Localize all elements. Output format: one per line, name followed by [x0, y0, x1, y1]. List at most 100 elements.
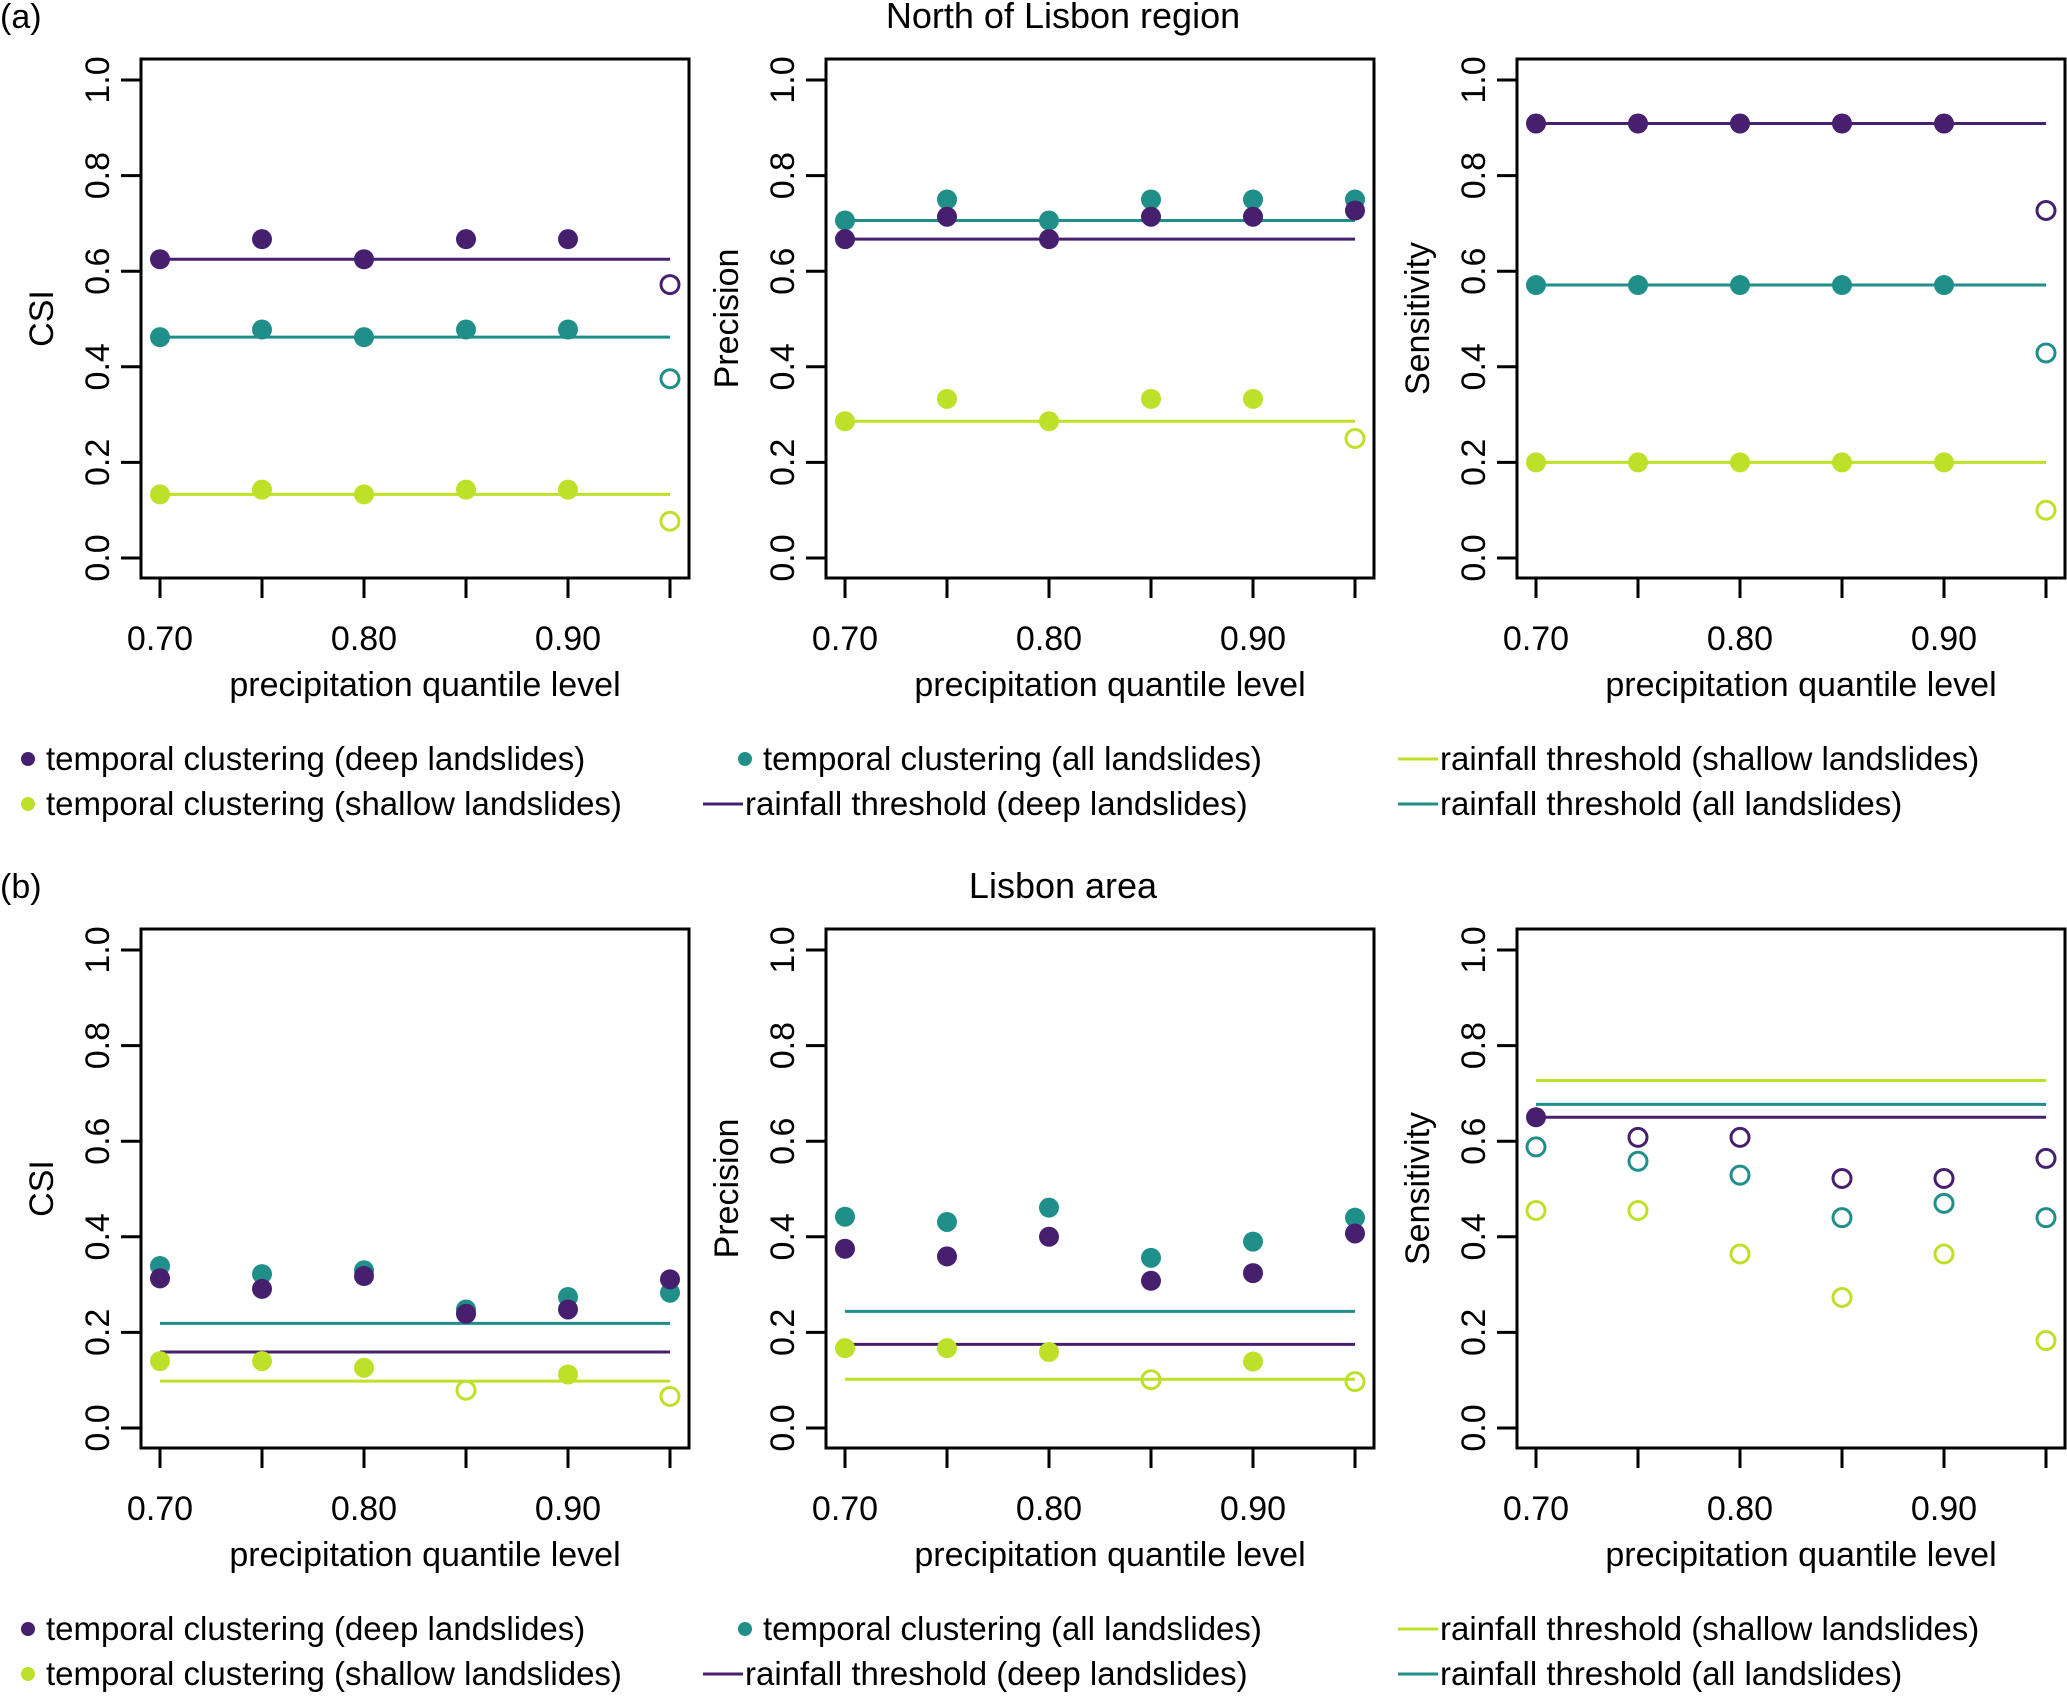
- x-tick-label: 0.80: [1707, 1490, 1773, 1528]
- point-deep-filled: [1039, 229, 1059, 250]
- point-shallow-filled: [835, 1338, 855, 1359]
- y-tick-label: 0.4: [79, 1213, 117, 1260]
- y-tick-label: 0.6: [764, 248, 802, 295]
- x-tick-label: 0.70: [812, 1490, 878, 1528]
- plot-frame: [824, 57, 1376, 580]
- point-deep-filled: [1934, 113, 1954, 134]
- point-shallow-filled: [1243, 388, 1263, 409]
- legend-point-all-icon: [738, 752, 752, 766]
- point-all-filled: [558, 319, 578, 340]
- legend-point-shallow-icon: [21, 1667, 35, 1681]
- point-shallow-filled: [354, 484, 374, 505]
- legend-label: temporal clustering (shallow landslides): [46, 1655, 622, 1692]
- plot-frame: [139, 927, 691, 1450]
- legend-item: temporal clustering (deep landslides): [21, 1610, 585, 1647]
- point-shallow-filled: [558, 479, 578, 500]
- point-deep-filled: [456, 1303, 476, 1324]
- x-tick-label: 0.90: [535, 620, 601, 658]
- point-shallow-open: [659, 510, 681, 532]
- point-shallow-filled: [1039, 411, 1059, 432]
- point-shallow-filled: [1526, 452, 1546, 473]
- y-axis-label: CSI: [23, 290, 61, 347]
- point-all-filled: [1141, 189, 1161, 210]
- y-tick-label: 0.6: [79, 1118, 117, 1165]
- point-shallow-open: [1140, 1369, 1162, 1391]
- point-shallow-filled: [150, 484, 170, 505]
- legend-label: rainfall threshold (deep landslides): [745, 1655, 1248, 1692]
- chart-a-csi: 0.0 0.2 0.4 0.6 0.8 1.0 CSI 0.70 0.80 0.90 precipi…: [23, 56, 691, 704]
- plot-frame: [139, 57, 691, 580]
- y-tick-label: 1.0: [764, 56, 802, 103]
- point-shallow-open: [1831, 1287, 1853, 1309]
- point-all-filled: [456, 319, 476, 340]
- y-tick-label: 0.2: [79, 439, 117, 486]
- point-all-filled: [252, 319, 272, 340]
- y-tick-label: 0.2: [79, 1309, 117, 1356]
- row-title-b: Lisbon area: [969, 865, 1158, 906]
- legend-item: temporal clustering (all landslides): [738, 740, 1262, 777]
- point-deep-filled: [354, 1265, 374, 1286]
- y-tick-label: 1.0: [764, 926, 802, 973]
- legend-item: rainfall threshold (all landslides): [1398, 1655, 1902, 1692]
- legend-label: rainfall threshold (shallow landslides): [1440, 1610, 1979, 1647]
- x-tick-label: 0.90: [1220, 1490, 1286, 1528]
- point-deep-filled: [835, 1238, 855, 1259]
- point-deep-open: [2035, 1147, 2057, 1169]
- x-axis-label: precipitation quantile level: [914, 1536, 1305, 1574]
- y-tick-label: 0.4: [79, 343, 117, 390]
- point-deep-filled: [252, 1278, 272, 1299]
- point-shallow-filled: [937, 1338, 957, 1359]
- y-tick-label: 0.8: [764, 1022, 802, 1069]
- legend-item: temporal clustering (shallow landslides): [21, 1655, 622, 1692]
- x-axis-label: precipitation quantile level: [914, 666, 1305, 704]
- legend-point-shallow-icon: [21, 797, 35, 811]
- point-all-filled: [1039, 1197, 1059, 1218]
- point-all-filled: [1243, 189, 1263, 210]
- legend-label: rainfall threshold (all landslides): [1440, 785, 1902, 822]
- point-deep-filled: [1832, 113, 1852, 134]
- legend-label: temporal clustering (deep landslides): [46, 1610, 585, 1647]
- x-tick-label: 0.90: [1911, 1490, 1977, 1528]
- y-tick-label: 1.0: [79, 56, 117, 103]
- point-deep-open: [1933, 1167, 1955, 1189]
- legend-point-deep-icon: [21, 752, 35, 766]
- plots-layer: 0.0 0.2 0.4 0.6 0.8 1.0 CSI 0.70 0.80 0.90 precipi…: [23, 56, 2067, 1574]
- point-shallow-open: [1344, 1371, 1366, 1393]
- legends-layer: temporal clustering (deep landslides) tem…: [21, 740, 1979, 1692]
- point-shallow-open: [1525, 1200, 1547, 1222]
- panel-label-b: (b): [0, 868, 42, 906]
- point-shallow-filled: [252, 479, 272, 500]
- point-deep-filled: [456, 229, 476, 250]
- y-tick-label: 1.0: [79, 926, 117, 973]
- point-shallow-open: [455, 1379, 477, 1401]
- row-title-a: North of Lisbon region: [886, 0, 1240, 36]
- point-shallow-filled: [1934, 452, 1954, 473]
- point-all-filled: [835, 210, 855, 231]
- legend-item: temporal clustering (deep landslides): [21, 740, 585, 777]
- point-shallow-open: [1933, 1243, 1955, 1265]
- y-tick-label: 0.4: [764, 343, 802, 390]
- point-deep-filled: [1526, 113, 1546, 134]
- x-tick-label: 0.90: [1220, 620, 1286, 658]
- point-all-open: [1933, 1192, 1955, 1214]
- point-deep-filled: [558, 229, 578, 250]
- x-axis-label: precipitation quantile level: [229, 1536, 620, 1574]
- point-all-filled: [1141, 1247, 1161, 1268]
- y-axis-label: Sensitivity: [1399, 1112, 1437, 1265]
- x-tick-label: 0.70: [1503, 620, 1569, 658]
- chart-b-csi: 0.0 0.2 0.4 0.6 0.8 1.0 CSI 0.70 0.80 0.90 precipi…: [23, 926, 691, 1574]
- point-deep-open: [1831, 1167, 1853, 1189]
- legend-b: temporal clustering (deep landslides) tem…: [21, 1610, 1979, 1692]
- point-deep-filled: [660, 1269, 680, 1290]
- point-shallow-filled: [558, 1364, 578, 1385]
- y-tick-label: 0.8: [79, 152, 117, 199]
- y-tick-label: 0.2: [1455, 1309, 1493, 1356]
- point-deep-filled: [1243, 1263, 1263, 1284]
- point-deep-filled: [1141, 1270, 1161, 1291]
- legend-point-all-icon: [738, 1622, 752, 1636]
- y-tick-label: 0.8: [1455, 152, 1493, 199]
- legend-label: rainfall threshold (deep landslides): [745, 785, 1248, 822]
- legend-item: temporal clustering (all landslides): [738, 1610, 1262, 1647]
- legend-item: rainfall threshold (deep landslides): [703, 1655, 1248, 1692]
- x-tick-label: 0.70: [127, 1490, 193, 1528]
